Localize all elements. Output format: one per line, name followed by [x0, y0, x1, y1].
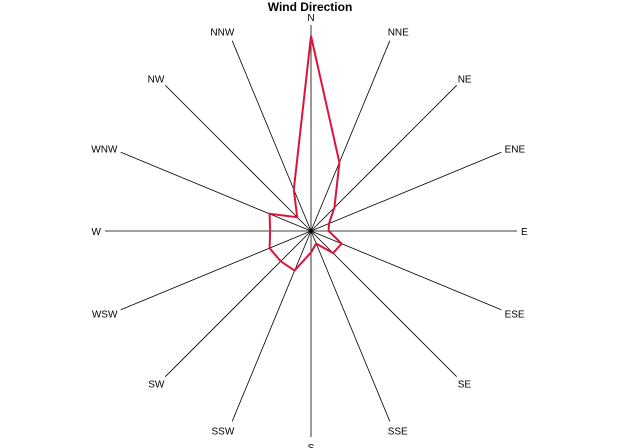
axis-line-wnw	[120, 151, 312, 232]
axis-line-nnw	[231, 40, 312, 232]
chart-title: Wind Direction	[268, 0, 353, 14]
direction-label-sw: SW	[148, 380, 165, 391]
axis-line-sw	[165, 230, 312, 377]
direction-label-se: SE	[458, 380, 472, 391]
axis-line-nne	[310, 40, 391, 232]
direction-axes	[105, 25, 517, 437]
direction-label-wsw: WSW	[92, 310, 118, 321]
axis-line-nw	[165, 85, 312, 232]
axis-line-wsw	[120, 230, 312, 311]
direction-label-ese: ESE	[505, 310, 525, 321]
direction-label-ne: NE	[458, 74, 472, 85]
direction-label-sse: SSE	[388, 427, 408, 438]
direction-label-w: W	[92, 227, 102, 238]
direction-label-e: E	[521, 227, 528, 238]
direction-label-nne: NNE	[388, 27, 409, 38]
axis-line-ese	[310, 230, 502, 311]
direction-label-n: N	[307, 13, 314, 24]
axis-line-sse	[310, 230, 391, 422]
direction-labels: N NNE NE ENE E ESE SE SSE S SSW SW WSW W WNW NW NNW	[91, 13, 528, 448]
direction-label-s: S	[308, 443, 315, 448]
direction-label-nw: NW	[148, 74, 165, 85]
direction-label-ssw: SSW	[212, 427, 235, 438]
axis-line-ssw	[231, 230, 312, 422]
axis-line-se	[310, 230, 457, 377]
series-group	[268, 35, 343, 272]
direction-label-wnw: WNW	[91, 144, 118, 155]
direction-label-nnw: NNW	[210, 27, 234, 38]
direction-label-ene: ENE	[505, 144, 526, 155]
axis-line-ene	[310, 151, 502, 232]
series-line-0	[268, 35, 343, 272]
